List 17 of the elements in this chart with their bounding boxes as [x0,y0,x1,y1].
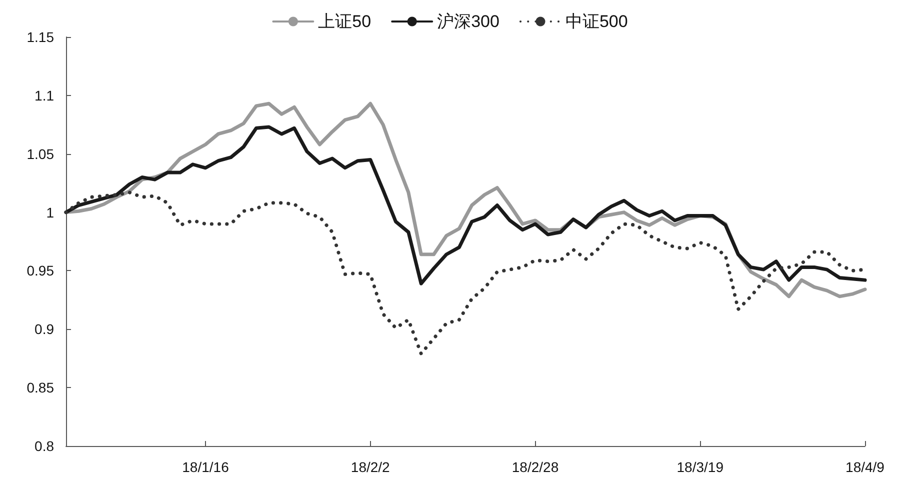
x-tick-label: 18/3/19 [676,459,724,475]
y-tick-label: 0.8 [34,438,54,454]
legend-label: 沪深300 [437,12,500,31]
legend-label: 上证50 [318,12,372,31]
y-tick-label: 0.9 [34,321,54,338]
y-tick-label: 0.95 [26,262,54,279]
x-tick-label: 18/2/28 [512,459,559,475]
x-tick-label: 18/4/9 [846,459,885,475]
x-tick-label: 18/2/2 [350,459,390,475]
x-tick-label: 18/1/16 [182,459,230,475]
y-tick-label: 1.15 [26,29,54,45]
legend-label: 中证500 [565,12,628,31]
line-series [64,125,867,286]
y-tick-label: 1.1 [34,87,54,104]
y-tick-label: 1.05 [26,146,54,162]
y-tick-label: 0.85 [26,380,54,396]
y-tick-label: 1 [46,204,54,220]
